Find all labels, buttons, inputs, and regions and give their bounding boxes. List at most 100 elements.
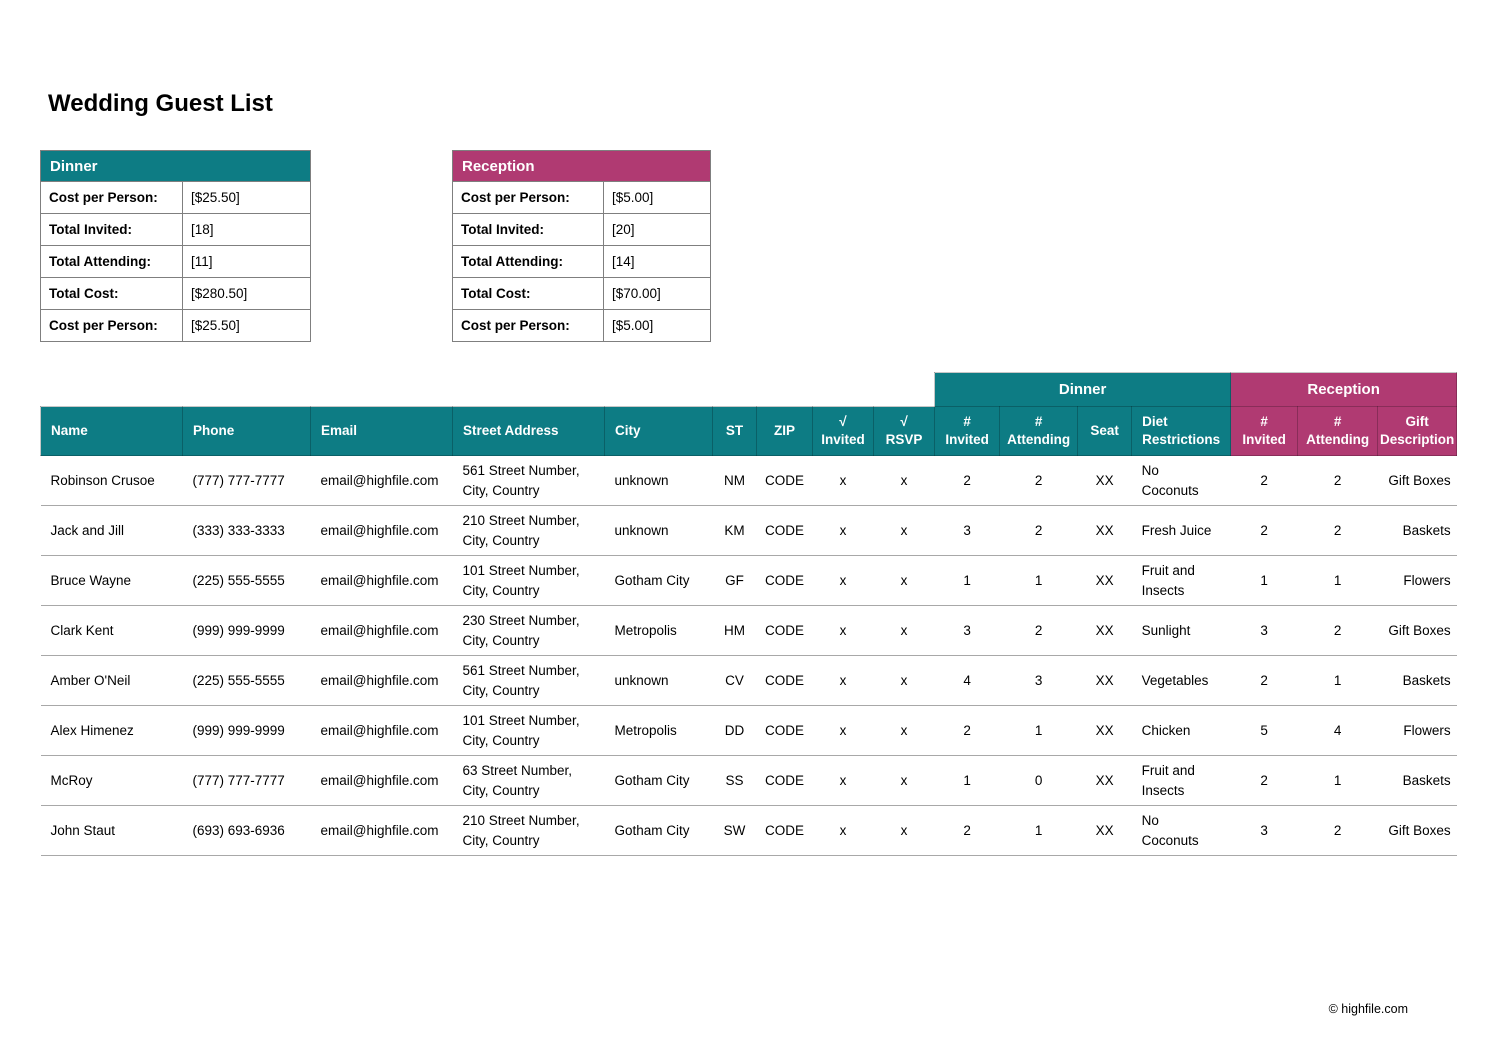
cell-st: HM bbox=[712, 605, 757, 656]
dinner-group-header: Dinner bbox=[934, 372, 1232, 407]
guest-row: Alex Himenez (999) 999-9999 email@highfile… bbox=[40, 705, 1457, 756]
cell-city: Gotham City bbox=[604, 805, 713, 856]
guest-row: Robinson Crusoe (777) 777-7777 email@highf… bbox=[40, 455, 1457, 506]
cell-street: 210 Street Number, City, Country bbox=[452, 805, 605, 856]
reception-group-header: Reception bbox=[1230, 372, 1458, 407]
cell-dinner_invited: 3 bbox=[934, 505, 1000, 556]
cell-st: NM bbox=[712, 455, 757, 506]
summary-row: Total Attending: [14] bbox=[452, 245, 712, 278]
cell-gift: Gift Boxes bbox=[1377, 455, 1457, 506]
summary-row: Total Attending: [11] bbox=[40, 245, 312, 278]
col-header-diet: Diet Restrictions bbox=[1131, 406, 1232, 456]
col-header-name: Name bbox=[40, 406, 183, 456]
cell-rsvp_check: x bbox=[873, 655, 935, 706]
cell-reception_invited: 2 bbox=[1230, 655, 1298, 706]
cell-city: Metropolis bbox=[604, 705, 713, 756]
cell-dinner_invited: 2 bbox=[934, 455, 1000, 506]
cell-gift: Flowers bbox=[1377, 705, 1457, 756]
cell-street: 101 Street Number, City, Country bbox=[452, 705, 605, 756]
cell-email: email@highfile.com bbox=[310, 555, 453, 606]
col-header-rsvp_check: √ RSVP bbox=[872, 406, 936, 456]
cell-seat: XX bbox=[1077, 455, 1132, 506]
guest-row: McRoy (777) 777-7777 email@highfile.com 63 … bbox=[40, 755, 1457, 806]
cell-zip: CODE bbox=[756, 805, 813, 856]
col-header-city: City bbox=[604, 406, 713, 456]
cell-diet: Fresh Juice bbox=[1131, 505, 1231, 556]
summary-row: Cost per Person: [$5.00] bbox=[452, 181, 712, 214]
summary-row-label: Total Invited: bbox=[452, 213, 604, 246]
cell-dinner_attending: 1 bbox=[999, 555, 1078, 606]
reception-summary-title: Reception bbox=[451, 150, 712, 182]
col-header-reception_attending: # Attending bbox=[1297, 406, 1379, 456]
guest-row: Jack and Jill (333) 333-3333 email@highfil… bbox=[40, 505, 1457, 556]
cell-reception_attending: 2 bbox=[1297, 605, 1378, 656]
cell-st: CV bbox=[712, 655, 757, 706]
cell-reception_invited: 2 bbox=[1230, 755, 1298, 806]
cell-email: email@highfile.com bbox=[310, 755, 453, 806]
summary-row-label: Cost per Person: bbox=[40, 181, 183, 214]
cell-email: email@highfile.com bbox=[310, 505, 453, 556]
cell-rsvp_check: x bbox=[873, 505, 935, 556]
cell-city: unknown bbox=[604, 655, 713, 706]
cell-zip: CODE bbox=[756, 755, 813, 806]
summary-row-label: Cost per Person: bbox=[40, 309, 183, 342]
summary-row: Cost per Person: [$5.00] bbox=[452, 309, 712, 342]
copyright-text: © highfile.com bbox=[1328, 1002, 1408, 1016]
col-header-dinner_invited: # Invited bbox=[934, 406, 1001, 456]
cell-phone: (225) 555-5555 bbox=[182, 655, 311, 706]
cell-seat: XX bbox=[1077, 605, 1132, 656]
cell-email: email@highfile.com bbox=[310, 605, 453, 656]
cell-phone: (999) 999-9999 bbox=[182, 605, 311, 656]
cell-rsvp_check: x bbox=[873, 455, 935, 506]
reception-summary-header-row: Reception bbox=[451, 150, 712, 182]
cell-phone: (777) 777-7777 bbox=[182, 455, 311, 506]
cell-email: email@highfile.com bbox=[310, 805, 453, 856]
cell-city: Metropolis bbox=[604, 605, 713, 656]
guest-list-table: Dinner Reception Name Phone Email Street Addr… bbox=[40, 372, 1458, 856]
cell-email: email@highfile.com bbox=[310, 655, 453, 706]
cell-dinner_attending: 2 bbox=[999, 505, 1078, 556]
cell-reception_invited: 3 bbox=[1230, 605, 1298, 656]
cell-seat: XX bbox=[1077, 555, 1132, 606]
cell-st: SW bbox=[712, 805, 757, 856]
page-title: Wedding Guest List bbox=[48, 90, 273, 117]
summary-row: Cost per Person: [$25.50] bbox=[40, 181, 312, 214]
cell-name: Alex Himenez bbox=[40, 705, 183, 756]
cell-rsvp_check: x bbox=[873, 555, 935, 606]
guest-row: Amber O'Neil (225) 555-5555 email@highfile… bbox=[40, 655, 1457, 706]
cell-gift: Baskets bbox=[1377, 755, 1457, 806]
cell-seat: XX bbox=[1077, 805, 1132, 856]
cell-street: 63 Street Number, City, Country bbox=[452, 755, 605, 806]
cell-gift: Baskets bbox=[1377, 505, 1457, 556]
cell-name: McRoy bbox=[40, 755, 183, 806]
cell-street: 210 Street Number, City, Country bbox=[452, 505, 605, 556]
cell-reception_attending: 4 bbox=[1297, 705, 1378, 756]
cell-seat: XX bbox=[1077, 755, 1132, 806]
cell-dinner_invited: 4 bbox=[934, 655, 1000, 706]
cell-phone: (225) 555-5555 bbox=[182, 555, 311, 606]
cell-email: email@highfile.com bbox=[310, 455, 453, 506]
cell-invited_check: x bbox=[812, 555, 874, 606]
col-header-zip: ZIP bbox=[756, 406, 813, 456]
cell-gift: Gift Boxes bbox=[1377, 805, 1457, 856]
cell-zip: CODE bbox=[756, 655, 813, 706]
summary-row: Total Invited: [18] bbox=[40, 213, 312, 246]
cell-zip: CODE bbox=[756, 605, 813, 656]
summary-row-label: Total Cost: bbox=[452, 277, 604, 310]
summary-row-value: [14] bbox=[602, 245, 712, 278]
summary-row-value: [$25.50] bbox=[181, 309, 312, 342]
cell-diet: No Coconuts bbox=[1131, 455, 1231, 506]
group-header-spacer bbox=[40, 372, 935, 407]
cell-rsvp_check: x bbox=[873, 705, 935, 756]
guest-row: Clark Kent (999) 999-9999 email@highfile.c… bbox=[40, 605, 1457, 656]
cell-gift: Flowers bbox=[1377, 555, 1457, 606]
cell-invited_check: x bbox=[812, 455, 874, 506]
summary-row-value: [$5.00] bbox=[602, 309, 712, 342]
cell-phone: (777) 777-7777 bbox=[182, 755, 311, 806]
cell-name: Jack and Jill bbox=[40, 505, 183, 556]
dinner-summary-table: Dinner Cost per Person: [$25.50] Total Inv… bbox=[39, 150, 312, 342]
cell-seat: XX bbox=[1077, 705, 1132, 756]
dinner-summary-title: Dinner bbox=[39, 150, 312, 182]
cell-city: unknown bbox=[604, 505, 713, 556]
cell-st: GF bbox=[712, 555, 757, 606]
